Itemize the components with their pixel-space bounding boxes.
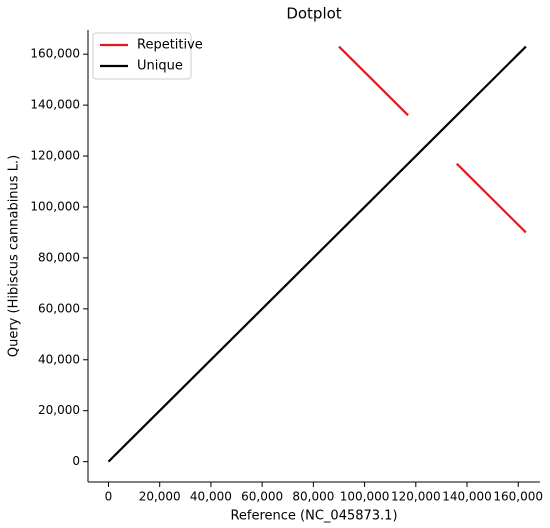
x-tick-label: 120,000 <box>391 490 441 504</box>
y-tick-label: 20,000 <box>38 403 80 417</box>
x-tick-label: 40,000 <box>190 490 232 504</box>
x-tick-label: 160,000 <box>493 490 543 504</box>
y-tick-label: 140,000 <box>30 98 80 112</box>
legend-label: Repetitive <box>137 38 203 53</box>
x-tick-label: 140,000 <box>442 490 492 504</box>
x-tick-label: 20,000 <box>139 490 181 504</box>
y-tick-label: 40,000 <box>38 352 80 366</box>
chart-title: Dotplot <box>286 5 341 23</box>
x-tick-label: 60,000 <box>241 490 283 504</box>
y-tick-label: 0 <box>72 454 80 468</box>
y-tick-label: 80,000 <box>38 250 80 264</box>
series-line <box>107 45 527 463</box>
legend-label: Unique <box>137 59 183 74</box>
y-tick-label: 100,000 <box>30 199 80 213</box>
series-line <box>338 45 527 234</box>
y-tick-label: 120,000 <box>30 149 80 163</box>
y-tick-label: 160,000 <box>30 47 80 61</box>
x-tick-label: 0 <box>105 490 113 504</box>
y-tick-label: 60,000 <box>38 301 80 315</box>
x-tick-label: 100,000 <box>340 490 390 504</box>
y-axis-label: Query (Hibiscus cannabinus L.) <box>7 155 22 357</box>
x-tick-label: 80,000 <box>292 490 334 504</box>
x-axis-label: Reference (NC_045873.1) <box>230 509 397 524</box>
